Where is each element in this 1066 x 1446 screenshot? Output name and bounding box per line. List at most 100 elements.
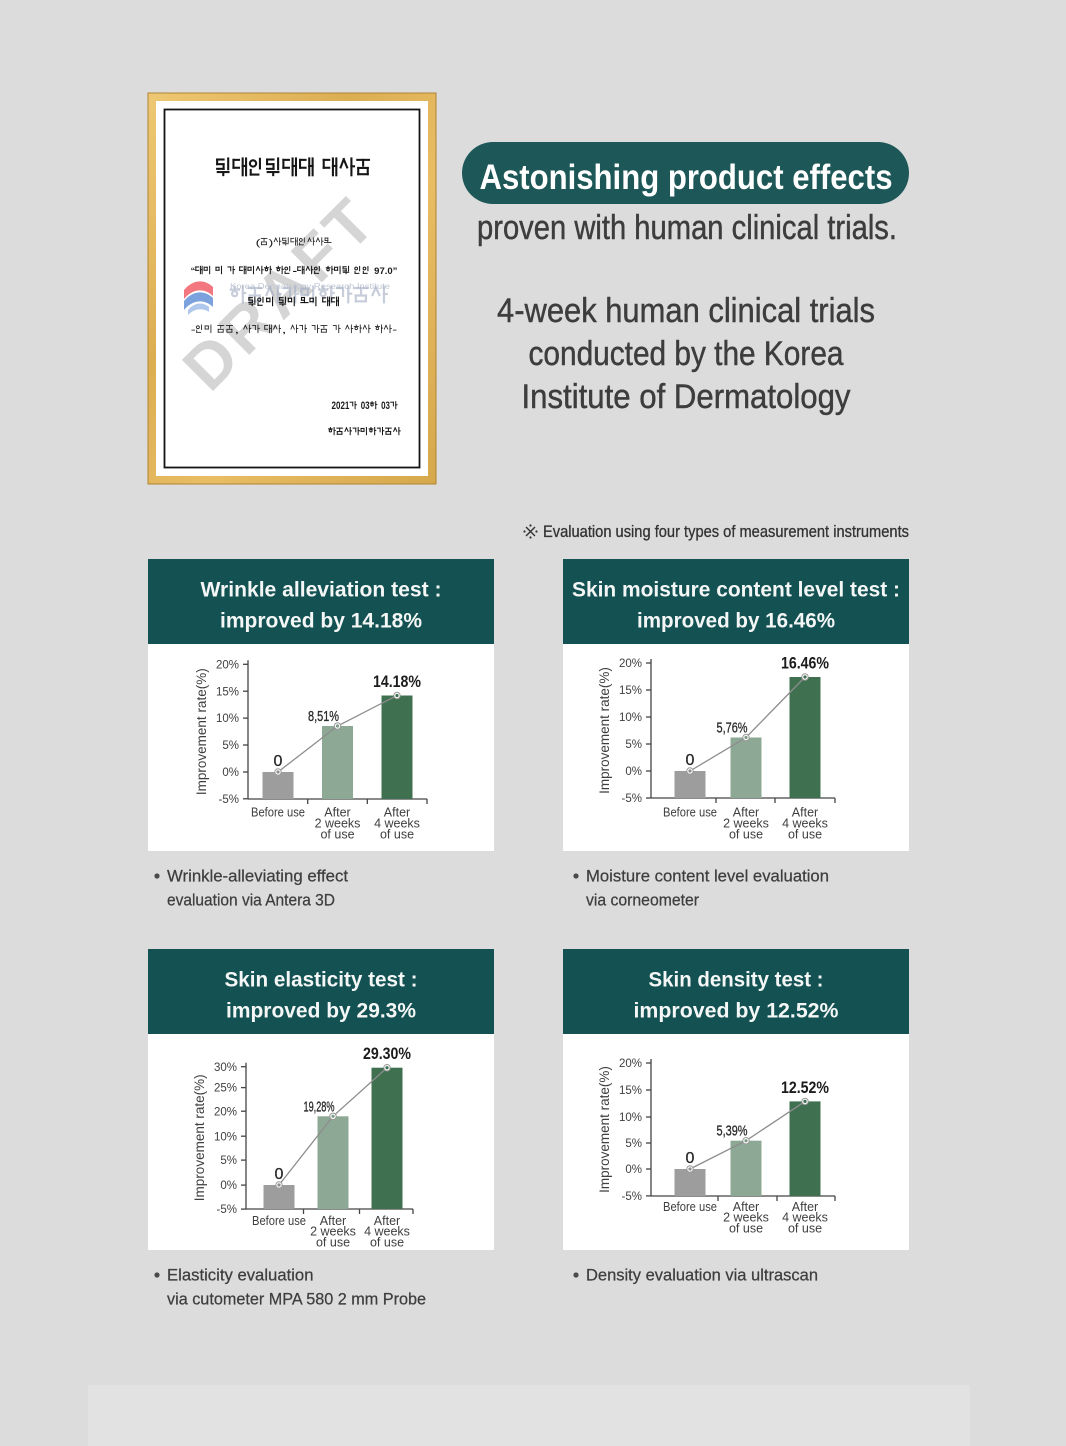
svg-text:12.52%: 12.52%	[781, 1079, 829, 1097]
svg-text:0%: 0%	[220, 1180, 237, 1192]
svg-text:4 weeks: 4 weeks	[364, 1225, 410, 1239]
svg-text:4-week human clinical trials: 4-week human clinical trials	[497, 292, 875, 330]
svg-text:2 weeks: 2 weeks	[310, 1225, 356, 1239]
svg-text:Skin density test :: Skin density test :	[649, 969, 824, 992]
svg-text:2 weeks: 2 weeks	[723, 817, 769, 831]
svg-text:10%: 10%	[619, 1112, 642, 1124]
svg-text:Moisture content level evaluat: Moisture content level evaluation	[586, 867, 829, 886]
svg-text:0%: 0%	[222, 767, 239, 779]
svg-text:,: ,	[234, 325, 239, 336]
svg-text:conducted by the Korea: conducted by the Korea	[529, 335, 844, 373]
svg-text:0%: 0%	[625, 766, 642, 778]
svg-text:Before use: Before use	[252, 1214, 306, 1228]
svg-text:via corneometer: via corneometer	[586, 891, 699, 910]
svg-text:Skin elasticity test :: Skin elasticity test :	[225, 969, 418, 992]
svg-text:20%: 20%	[214, 1106, 237, 1118]
svg-text:19,28%: 19,28%	[304, 1099, 335, 1115]
svg-text:Improvement rate(%): Improvement rate(%)	[597, 1066, 612, 1193]
svg-text:After: After	[733, 1200, 759, 1214]
svg-text:0%: 0%	[625, 1164, 642, 1176]
svg-text:2 weeks: 2 weeks	[723, 1211, 769, 1225]
svg-text:of use: of use	[729, 827, 763, 841]
svg-text:Before use: Before use	[663, 806, 717, 820]
svg-text:Skin moisture content level te: Skin moisture content level test :	[572, 579, 900, 602]
svg-text:-5%: -5%	[622, 793, 642, 805]
svg-text:of use: of use	[370, 1235, 404, 1249]
svg-text:(: (	[256, 238, 262, 249]
svg-text:5%: 5%	[220, 1155, 237, 1167]
svg-text:97.0”: 97.0”	[374, 265, 397, 276]
svg-text:Before use: Before use	[251, 806, 305, 820]
svg-text:5,39%: 5,39%	[717, 1124, 748, 1140]
svg-text:20%: 20%	[619, 1058, 642, 1070]
svg-text:0: 0	[275, 1166, 284, 1183]
svg-text:03: 03	[381, 400, 390, 412]
svg-text:improved by 29.3%: improved by 29.3%	[226, 1000, 416, 1023]
svg-text:of use: of use	[729, 1221, 763, 1235]
svg-text:improved by 16.46%: improved by 16.46%	[637, 610, 835, 633]
svg-text:Wrinkle-alleviating effect: Wrinkle-alleviating effect	[167, 867, 348, 886]
svg-text:10%: 10%	[216, 713, 239, 725]
svg-text:improved by 12.52%: improved by 12.52%	[634, 1000, 839, 1023]
svg-text:Before use: Before use	[663, 1200, 717, 1214]
svg-text:After: After	[792, 1200, 818, 1214]
svg-text:of use: of use	[316, 1235, 350, 1249]
svg-text:of use: of use	[380, 827, 414, 841]
svg-text:20%: 20%	[619, 658, 642, 670]
svg-text:“: “	[191, 265, 196, 276]
svg-text:After: After	[733, 806, 759, 820]
svg-text:14.18%: 14.18%	[373, 673, 421, 691]
svg-text:-5%: -5%	[217, 1204, 237, 1216]
svg-text:4 weeks: 4 weeks	[782, 1211, 828, 1225]
svg-text:via cutometer MPA 580 2 mm Pro: via cutometer MPA 580 2 mm Probe	[167, 1290, 426, 1309]
svg-text:of use: of use	[320, 827, 354, 841]
svg-text:After: After	[324, 806, 350, 820]
svg-text:): )	[269, 238, 274, 249]
svg-text:29.30%: 29.30%	[363, 1045, 411, 1063]
svg-text:proven with human clinical tri: proven with human clinical trials.	[477, 209, 897, 247]
svg-text:-: -	[191, 325, 196, 336]
svg-text:Improvement rate(%): Improvement rate(%)	[192, 1074, 207, 1201]
svg-text:After: After	[792, 806, 818, 820]
svg-text:-5%: -5%	[219, 794, 239, 806]
svg-text:10%: 10%	[619, 712, 642, 724]
svg-text:-: -	[392, 325, 397, 336]
svg-text:After: After	[320, 1214, 346, 1228]
svg-text:of use: of use	[788, 827, 822, 841]
svg-text:-5%: -5%	[622, 1191, 642, 1203]
svg-text:15%: 15%	[619, 685, 642, 697]
svg-text:2021: 2021	[332, 400, 350, 412]
svg-text:10%: 10%	[214, 1131, 237, 1143]
svg-text:20%: 20%	[216, 659, 239, 671]
svg-text:4 weeks: 4 weeks	[782, 817, 828, 831]
svg-text:16.46%: 16.46%	[781, 655, 829, 673]
svg-text:evaluation via Antera 3D: evaluation via Antera 3D	[167, 891, 335, 910]
svg-text:Improvement rate(%): Improvement rate(%)	[597, 667, 612, 794]
svg-text:2 weeks: 2 weeks	[315, 817, 361, 831]
svg-text:8,51%: 8,51%	[308, 709, 339, 725]
svg-text:After: After	[384, 806, 410, 820]
svg-text:After: After	[374, 1214, 400, 1228]
svg-text:0: 0	[274, 753, 283, 770]
svg-text:,: ,	[282, 325, 287, 336]
svg-text:Improvement rate(%): Improvement rate(%)	[194, 668, 209, 795]
svg-text:Evaluation using four types of: Evaluation using four types of measureme…	[543, 523, 909, 541]
svg-text:Elasticity evaluation: Elasticity evaluation	[167, 1266, 314, 1285]
svg-text:improved by 14.18%: improved by 14.18%	[220, 610, 422, 633]
svg-text:5,76%: 5,76%	[717, 721, 748, 737]
svg-text:30%: 30%	[214, 1062, 237, 1074]
svg-text:0: 0	[686, 752, 695, 769]
svg-text:of use: of use	[788, 1221, 822, 1235]
svg-text:Astonishing product effects: Astonishing product effects	[480, 158, 893, 197]
svg-text:15%: 15%	[619, 1085, 642, 1097]
svg-text:5%: 5%	[625, 739, 642, 751]
svg-text:03: 03	[361, 400, 370, 412]
svg-text:Density evaluation via ultrasc: Density evaluation via ultrascan	[586, 1266, 818, 1285]
svg-text:-: -	[293, 265, 298, 276]
svg-text:Korea Dermatology Research Ins: Korea Dermatology Research Institute	[230, 281, 390, 291]
svg-text:Institute of Dermatology: Institute of Dermatology	[522, 378, 851, 416]
svg-text:Wrinkle alleviation test :: Wrinkle alleviation test :	[201, 579, 442, 602]
svg-text:5%: 5%	[625, 1138, 642, 1150]
svg-text:5%: 5%	[222, 740, 239, 752]
svg-text:25%: 25%	[214, 1083, 237, 1095]
